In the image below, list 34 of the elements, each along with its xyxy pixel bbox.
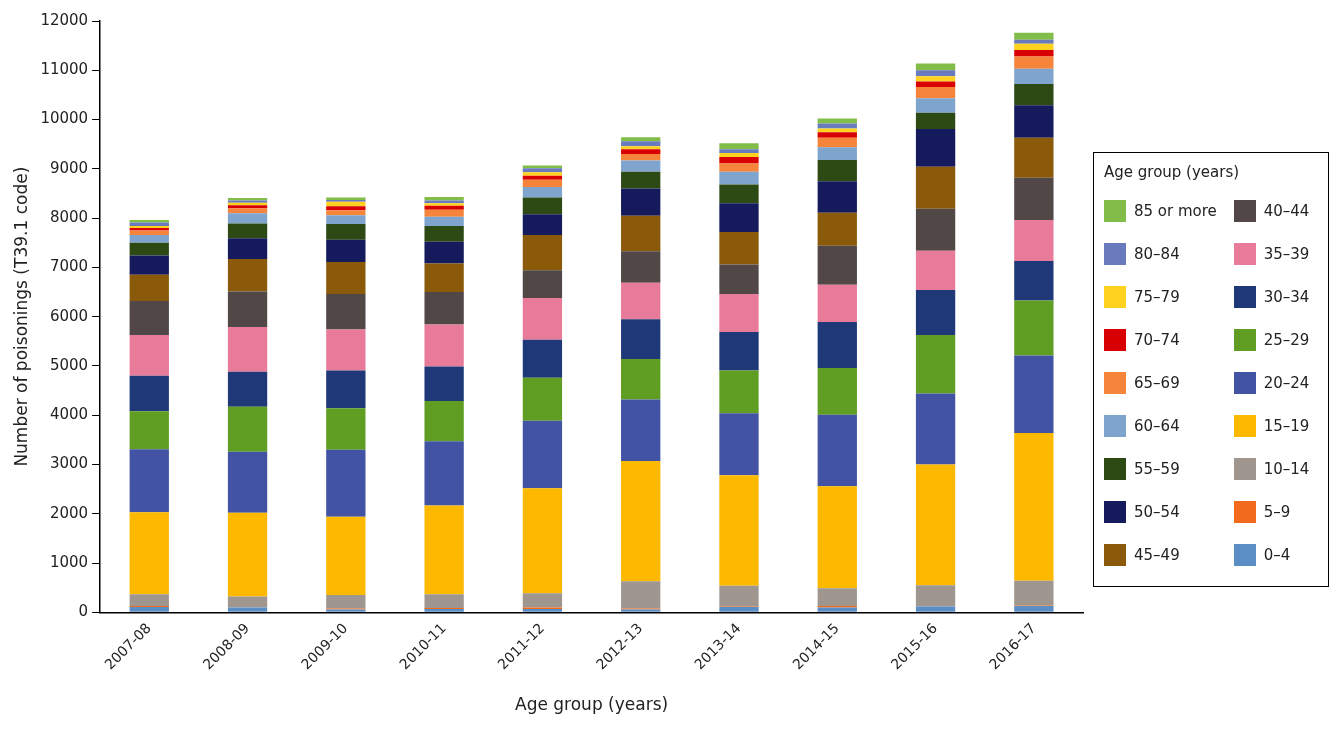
y-tick-label: 5000 (49, 355, 89, 374)
legend-label: 60–64 (1134, 416, 1180, 435)
y-tick-label: 9000 (49, 158, 89, 177)
legend-label: 80–84 (1134, 244, 1180, 263)
legend-label: 20–24 (1263, 373, 1310, 392)
y-tick-label: 8000 (49, 208, 89, 227)
legend-label: 45–49 (1134, 545, 1180, 564)
legend-label: 75–79 (1134, 287, 1180, 306)
legend-label: 40–44 (1263, 201, 1310, 220)
x-axis-title: Age group (years) (515, 694, 669, 715)
legend-label: 30–34 (1263, 287, 1310, 306)
y-tick-label: 0 (78, 602, 89, 621)
y-tick-label: 11000 (40, 60, 89, 79)
y-tick-label: 1000 (49, 552, 89, 571)
y-tick-label: 12000 (40, 10, 89, 29)
y-tick-label: 3000 (49, 454, 89, 473)
legend-label: 85 or more (1134, 201, 1217, 220)
legend-label: 5–9 (1263, 502, 1291, 521)
legend-label: 55–59 (1134, 459, 1180, 478)
y-axis-title: Number of poisonings (T39.1 code) (10, 166, 31, 467)
y-tick-label: 7000 (49, 257, 89, 276)
legend-label: 15–19 (1263, 416, 1310, 435)
y-tick-label: 6000 (49, 306, 89, 325)
legend-label: 10–14 (1263, 459, 1310, 478)
legend-label: 35–39 (1263, 244, 1310, 263)
legend-title: Age group (years) (1104, 163, 1241, 181)
legend-label: 25–29 (1263, 330, 1310, 349)
y-tick-label: 10000 (40, 109, 89, 128)
legend-label: 70–74 (1134, 330, 1180, 349)
legend-label: 50–54 (1134, 502, 1180, 521)
legend-label: 65–69 (1134, 373, 1180, 392)
y-tick-label: 2000 (49, 503, 89, 522)
y-tick-label: 4000 (49, 405, 89, 424)
legend-label: 0–4 (1263, 545, 1291, 564)
